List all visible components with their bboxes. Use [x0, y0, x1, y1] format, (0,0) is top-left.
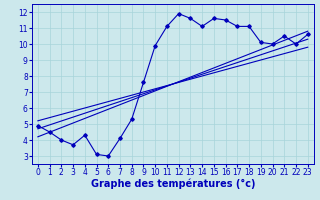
- X-axis label: Graphe des températures (°c): Graphe des températures (°c): [91, 179, 255, 189]
